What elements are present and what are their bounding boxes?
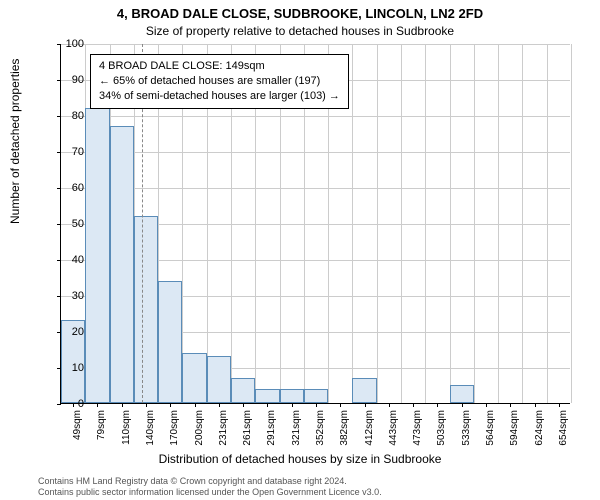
x-tick-label: 412sqm: [364, 410, 375, 460]
x-tick: [292, 403, 293, 407]
x-tick: [219, 403, 220, 407]
bar: [450, 385, 474, 403]
x-tick-label: 564sqm: [485, 410, 496, 460]
info-box-line1: 4 BROAD DALE CLOSE: 149sqm: [99, 59, 340, 74]
title-sub: Size of property relative to detached ho…: [0, 24, 600, 38]
y-tick-label: 60: [54, 182, 84, 194]
x-tick: [389, 403, 390, 407]
bar: [134, 216, 158, 403]
x-tick: [316, 403, 317, 407]
y-axis-label: Number of detached properties: [8, 59, 22, 224]
x-tick: [437, 403, 438, 407]
info-box-line2: ← 65% of detached houses are smaller (19…: [99, 74, 340, 89]
x-tick: [510, 403, 511, 407]
info-box: 4 BROAD DALE CLOSE: 149sqm← 65% of detac…: [90, 54, 349, 109]
bar: [280, 389, 304, 403]
x-tick-label: 594sqm: [509, 410, 520, 460]
y-tick-label: 40: [54, 254, 84, 266]
x-tick: [462, 403, 463, 407]
y-tick-label: 0: [54, 398, 84, 410]
x-tick-label: 533sqm: [461, 410, 472, 460]
grid-line-v: [547, 44, 548, 403]
bar: [110, 126, 134, 403]
title-main: 4, BROAD DALE CLOSE, SUDBROOKE, LINCOLN,…: [0, 6, 600, 21]
grid-line-v: [425, 44, 426, 403]
bar: [207, 356, 231, 403]
x-tick-label: 200sqm: [194, 410, 205, 460]
x-tick: [170, 403, 171, 407]
grid-line-v: [498, 44, 499, 403]
bar: [182, 353, 206, 403]
x-tick: [243, 403, 244, 407]
x-tick-label: 321sqm: [291, 410, 302, 460]
x-tick: [340, 403, 341, 407]
x-tick-label: 110sqm: [121, 410, 132, 460]
grid-line-h: [61, 116, 570, 117]
x-tick: [486, 403, 487, 407]
x-tick-label: 261sqm: [242, 410, 253, 460]
grid-line-v: [401, 44, 402, 403]
x-tick: [97, 403, 98, 407]
x-tick-label: 624sqm: [534, 410, 545, 460]
attribution: Contains HM Land Registry data © Crown c…: [38, 476, 600, 498]
x-tick-label: 352sqm: [315, 410, 326, 460]
y-tick-label: 30: [54, 290, 84, 302]
bar: [158, 281, 182, 403]
x-tick-label: 503sqm: [436, 410, 447, 460]
x-tick: [195, 403, 196, 407]
y-tick-label: 50: [54, 218, 84, 230]
x-tick-label: 654sqm: [558, 410, 569, 460]
y-tick-label: 80: [54, 110, 84, 122]
info-box-line3: 34% of semi-detached houses are larger (…: [99, 89, 340, 104]
grid-line-v: [450, 44, 451, 403]
attribution-line1: Contains HM Land Registry data © Crown c…: [38, 476, 600, 487]
attribution-line2: Contains public sector information licen…: [38, 487, 600, 498]
grid-line-h: [61, 44, 570, 45]
x-tick-label: 443sqm: [388, 410, 399, 460]
x-tick-label: 140sqm: [145, 410, 156, 460]
y-tick-label: 100: [54, 38, 84, 50]
grid-line-v: [522, 44, 523, 403]
x-tick: [267, 403, 268, 407]
x-tick: [559, 403, 560, 407]
x-tick: [365, 403, 366, 407]
y-tick-label: 70: [54, 146, 84, 158]
x-tick: [146, 403, 147, 407]
x-tick-label: 79sqm: [96, 410, 107, 460]
x-tick: [413, 403, 414, 407]
x-tick-label: 170sqm: [169, 410, 180, 460]
y-tick-label: 90: [54, 74, 84, 86]
x-tick: [122, 403, 123, 407]
x-tick-label: 382sqm: [339, 410, 350, 460]
x-tick-label: 291sqm: [266, 410, 277, 460]
y-tick-label: 10: [54, 362, 84, 374]
x-tick-label: 473sqm: [412, 410, 423, 460]
bar: [352, 378, 376, 403]
grid-line-v: [352, 44, 353, 403]
bar: [255, 389, 279, 403]
x-tick: [535, 403, 536, 407]
bar: [231, 378, 255, 403]
x-tick-label: 231sqm: [218, 410, 229, 460]
grid-line-h: [61, 188, 570, 189]
bar: [85, 108, 109, 403]
bar: [304, 389, 328, 403]
grid-line-h: [61, 152, 570, 153]
y-tick-label: 20: [54, 326, 84, 338]
grid-line-v: [377, 44, 378, 403]
grid-line-v: [571, 44, 572, 403]
grid-line-v: [474, 44, 475, 403]
x-tick-label: 49sqm: [72, 410, 83, 460]
